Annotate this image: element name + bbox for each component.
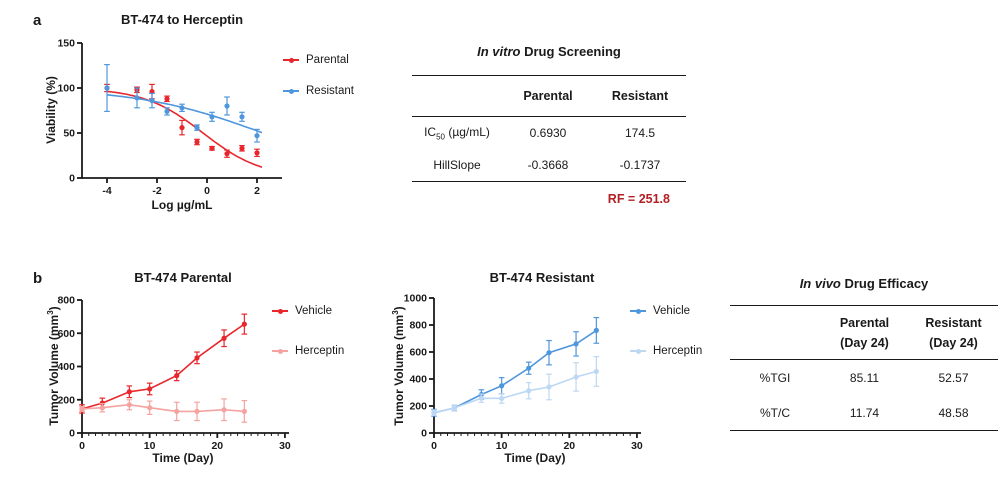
dose-response-xlabel: Log µg/mL — [151, 198, 213, 212]
legend-item-herceptin: Herceptin — [630, 343, 702, 359]
svg-text:1000: 1000 — [404, 293, 428, 305]
svg-text:10: 10 — [144, 440, 156, 452]
svg-text:0: 0 — [69, 428, 75, 440]
panel-a-label: a — [33, 12, 42, 29]
invitro-table: In vitro Drug Screening Parental Resista… — [412, 44, 686, 206]
svg-text:800: 800 — [409, 320, 427, 332]
col-header-resistant-day24: Resistant (Day 24) — [925, 316, 982, 350]
invivo-table-title: In vivo Drug Efficacy — [799, 276, 929, 291]
resistant-series-marker — [283, 88, 299, 95]
resistant-tumor-title: BT-474 Resistant — [489, 270, 595, 285]
hillslope-parental-value: -0.3668 — [527, 158, 569, 172]
tgi-parental-value: 85.11 — [849, 370, 880, 385]
row-label-tc: %T/C — [760, 405, 790, 420]
svg-text:30: 30 — [631, 440, 643, 452]
svg-text:0: 0 — [69, 173, 75, 185]
table-row-hillslope: HillSlope -0.3668 -0.1737 — [412, 149, 686, 181]
dose-response-title: BT-474 to Herceptin — [120, 12, 244, 27]
panel-b-label: b — [33, 270, 43, 287]
table-row-ic50: IC50 (µg/mL) 0.6930 174.5 — [412, 117, 686, 149]
svg-text:50: 50 — [63, 128, 75, 140]
invivo-table-body: Parental (Day 24) Resistant (Day 24) %TG… — [730, 305, 998, 431]
invitro-table-title: In vitro Drug Screening — [477, 44, 621, 59]
col-header-parental-day24: Parental (Day 24) — [839, 316, 890, 350]
invitro-header-row: Parental Resistant — [412, 76, 686, 117]
vehicle-series-marker — [272, 308, 288, 315]
parental-series-marker — [283, 57, 299, 64]
svg-text:150: 150 — [57, 38, 75, 50]
parental-tumor-title: BT-474 Parental — [134, 270, 232, 285]
row-label-hillslope: HillSlope — [433, 158, 481, 172]
svg-text:20: 20 — [211, 440, 223, 452]
svg-text:400: 400 — [409, 374, 427, 386]
resistant-tumor-xlabel: Time (Day) — [504, 451, 566, 465]
legend-item-parental: Parental — [283, 52, 354, 68]
svg-text:100: 100 — [57, 83, 75, 95]
legend-item-herceptin: Herceptin — [272, 343, 344, 359]
svg-text:0: 0 — [79, 440, 85, 452]
ic50-parental-value: 0.6930 — [529, 126, 567, 140]
legend-label-vehicle: Vehicle — [295, 305, 333, 317]
svg-text:600: 600 — [57, 328, 75, 340]
resistant-tumor-ylabel: Tumor Volume (mm3) — [391, 306, 406, 426]
legend-item-vehicle: Vehicle — [272, 303, 344, 319]
col-header-parental: Parental — [523, 89, 573, 103]
parental-tumor-legend: Vehicle Herceptin — [272, 303, 344, 359]
svg-text:200: 200 — [409, 401, 427, 413]
herceptin-series-marker — [272, 348, 288, 355]
resistant-tumor-legend: Vehicle Herceptin — [630, 303, 702, 359]
svg-text:2: 2 — [254, 185, 260, 197]
legend-label-resistant: Resistant — [306, 85, 354, 97]
svg-text:30: 30 — [279, 440, 291, 452]
legend-label-herceptin: Herceptin — [295, 345, 345, 357]
tc-parental-value: 11.74 — [849, 405, 880, 420]
svg-text:800: 800 — [57, 295, 75, 307]
invivo-table: In vivo Drug Efficacy Parental (Day 24) … — [730, 276, 998, 431]
legend-label-parental: Parental — [306, 54, 349, 66]
svg-text:10: 10 — [496, 440, 508, 452]
resistance-factor-note: RF = 251.8 — [607, 192, 670, 206]
legend-item-resistant: Resistant — [283, 83, 354, 99]
parental-tumor-xlabel: Time (Day) — [152, 451, 214, 465]
dose-response-ylabel: Viability (%) — [44, 76, 58, 144]
tgi-resistant-value: 52.57 — [938, 370, 969, 385]
svg-text:0: 0 — [431, 440, 437, 452]
svg-text:-2: -2 — [152, 185, 161, 197]
table-row-tc: %T/C 11.74 48.58 — [730, 395, 998, 430]
dose-response-chart: 0 50 100 150 -4 -2 0 2 — [57, 38, 282, 197]
parental-tumor-chart: 0 200 400 600 800 0 10 20 30 — [57, 295, 291, 453]
invitro-table-body: Parental Resistant IC50 (µg/mL) 0.6930 1… — [412, 75, 686, 182]
dose-response-legend: Parental Resistant — [283, 52, 354, 99]
svg-text:0: 0 — [421, 428, 427, 440]
ic50-resistant-value: 174.5 — [624, 126, 656, 140]
hillslope-resistant-value: -0.1737 — [619, 158, 661, 172]
legend-label-vehicle: Vehicle — [653, 305, 691, 317]
svg-text:400: 400 — [57, 361, 75, 373]
svg-text:0: 0 — [204, 185, 210, 197]
col-header-resistant: Resistant — [611, 89, 669, 103]
legend-label-herceptin: Herceptin — [653, 345, 703, 357]
tc-resistant-value: 48.58 — [938, 405, 969, 420]
svg-text:-4: -4 — [102, 185, 111, 197]
table-row-tgi: %TGI 85.11 52.57 — [730, 360, 998, 395]
invivo-header-row: Parental (Day 24) Resistant (Day 24) — [730, 306, 998, 360]
herceptin-series-marker — [630, 348, 646, 355]
resistant-tumor-chart: 0 200 400 600 800 1000 0 10 20 30 — [404, 293, 643, 453]
parental-tumor-ylabel: Tumor Volume (mm3) — [46, 306, 61, 426]
svg-text:20: 20 — [563, 440, 575, 452]
row-label-tgi: %TGI — [759, 370, 791, 385]
svg-text:200: 200 — [57, 394, 75, 406]
vehicle-series-marker — [630, 308, 646, 315]
svg-text:600: 600 — [409, 347, 427, 359]
row-label-ic50: IC50 (µg/mL) — [424, 124, 490, 142]
legend-item-vehicle: Vehicle — [630, 303, 702, 319]
